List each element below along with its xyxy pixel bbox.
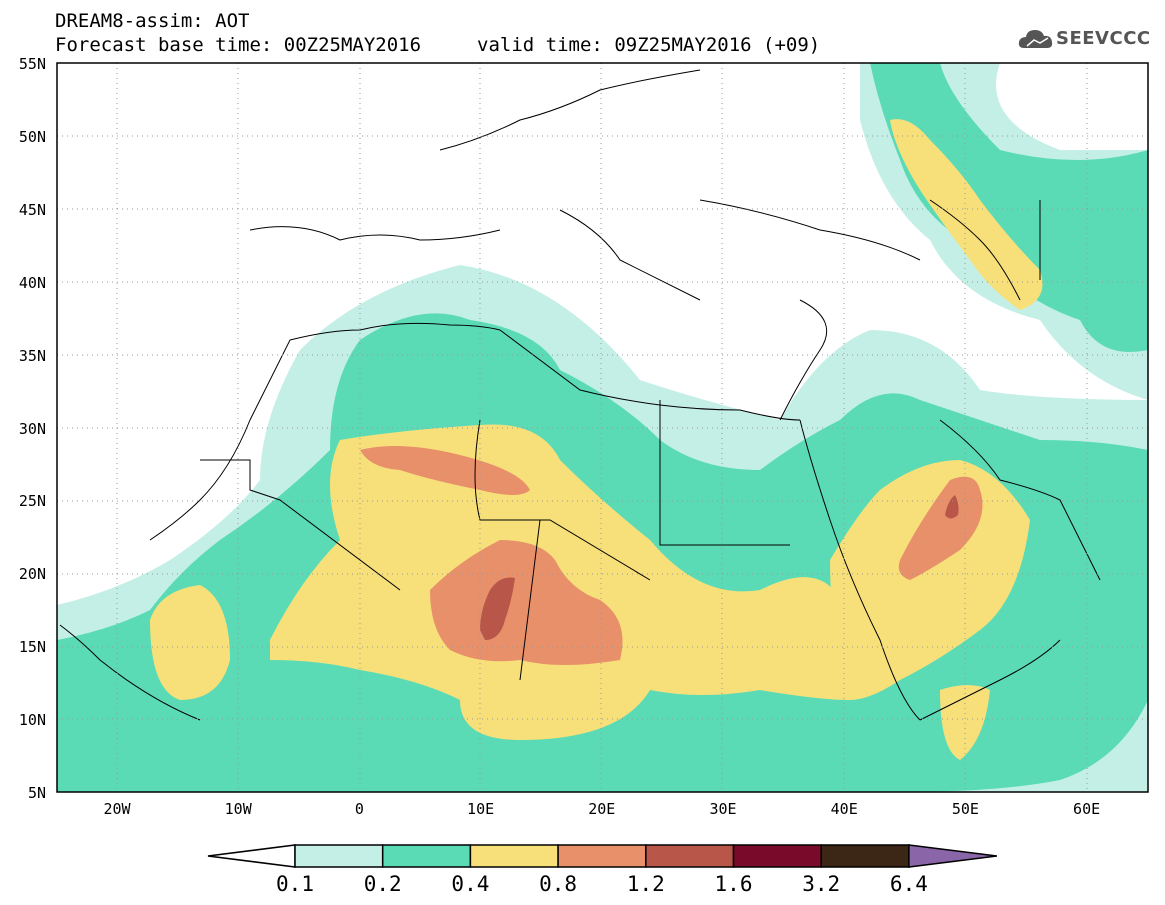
base-time: Forecast base time: 00Z25MAY2016 <box>55 34 422 56</box>
lon-label: 20E <box>588 800 616 818</box>
coastlines-borders <box>59 69 1101 721</box>
colorbar-label: 0.1 <box>276 872 314 896</box>
colorbar-label: 1.2 <box>626 872 665 896</box>
colorbar-segment <box>557 844 647 868</box>
lon-label: 10W <box>224 800 252 818</box>
lat-label: 15N <box>18 638 46 657</box>
colorbar-left-triangle <box>207 844 296 868</box>
lat-label: 40N <box>18 273 46 292</box>
colorbar-label: 0.2 <box>363 872 402 896</box>
lat-label: 30N <box>18 419 46 438</box>
lon-label: 40E <box>830 800 858 818</box>
map-title: DREAM8-assim: AOT <box>55 10 250 32</box>
colorbar-segment <box>820 844 910 868</box>
colorbar-label: 3.2 <box>802 872 841 896</box>
colorbar-segment <box>294 844 384 868</box>
lat-label: 45N <box>18 200 46 219</box>
valid-time: valid time: 09Z25MAY2016 (+09) <box>477 34 821 56</box>
aot-fields <box>57 63 1148 792</box>
lat-label: 55N <box>18 55 46 73</box>
colorbar-segment <box>469 844 559 868</box>
logo-text: SEEVCCC <box>1056 28 1151 49</box>
cloud-logo-icon <box>1018 30 1053 48</box>
lat-label: 20N <box>18 565 46 584</box>
colorbar-segment <box>381 844 472 868</box>
lon-label: 60E <box>1073 800 1101 818</box>
time-info: Forecast base time: 00Z25MAY2016 valid ti… <box>55 34 820 56</box>
lon-label: 0 <box>354 800 364 818</box>
colorbar-label: 6.4 <box>889 872 928 896</box>
colorbar-label: 1.6 <box>714 872 753 896</box>
lat-label: 50N <box>18 127 46 146</box>
lat-label: 10N <box>18 711 46 730</box>
lon-label: 50E <box>951 800 979 818</box>
colorbar-label: 0.8 <box>539 872 578 896</box>
lon-label: 10E <box>467 800 495 818</box>
lon-label: 30E <box>709 800 737 818</box>
colorbar-right-triangle <box>908 844 997 868</box>
colorbar-label: 0.4 <box>451 872 490 896</box>
lat-label: 25N <box>18 492 46 511</box>
colorbar <box>207 844 997 868</box>
lat-label: 5N <box>27 784 46 802</box>
lat-label: 35N <box>18 346 46 365</box>
map-frame <box>56 62 1149 793</box>
lon-label: 20W <box>103 800 131 818</box>
gridlines <box>57 63 1148 792</box>
colorbar-segment <box>645 844 735 868</box>
colorbar-segment <box>732 844 822 868</box>
